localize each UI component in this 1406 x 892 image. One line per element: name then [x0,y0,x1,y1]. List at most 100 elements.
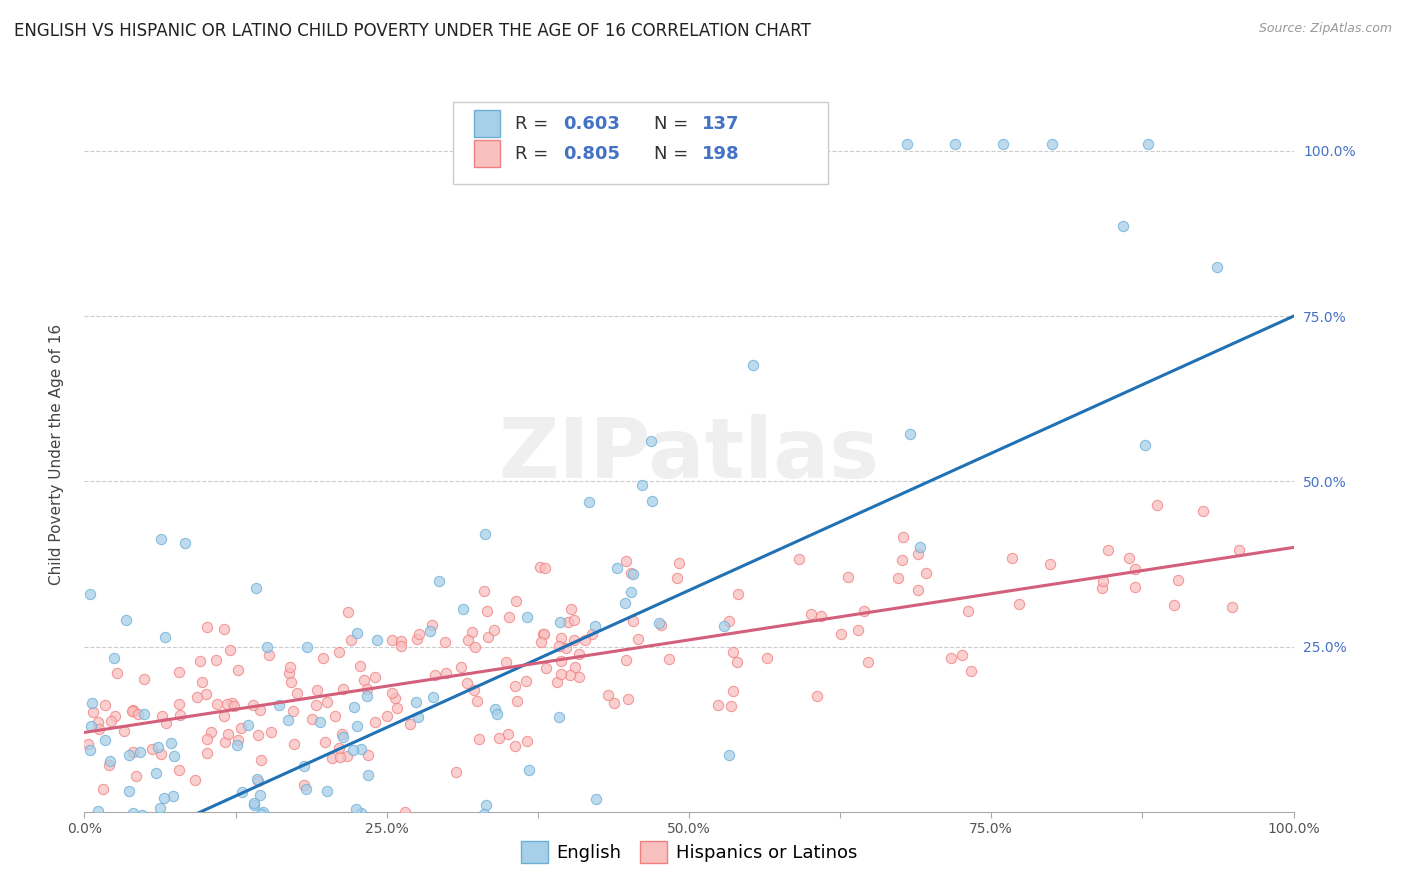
Point [122,745,145,759]
Point [342,743,364,757]
Point [394,805,416,819]
Point [1123,561,1146,575]
Point [457,632,479,647]
Point [94,698,117,713]
Point [891,530,914,544]
Point [1220,599,1243,614]
Point [205,698,228,712]
Point [717,747,740,762]
Point [100,714,122,728]
Point [305,698,328,712]
Point [121,703,143,717]
Point [517,763,540,777]
Point [467,731,489,746]
Point [598,689,620,703]
Point [163,749,186,764]
Point [484,702,506,716]
Point [562,613,585,627]
Point [419,624,441,638]
Point [134,818,156,832]
Point [231,784,253,798]
Point [105,666,128,681]
Point [495,655,517,669]
Point [91,781,114,796]
Point [186,818,208,832]
Point [333,818,356,832]
Point [269,698,291,713]
Point [97,818,120,832]
Point [135,818,157,832]
Point [356,681,378,696]
Point [112,723,135,738]
Point [127,707,149,722]
Point [657,652,679,666]
Point [167,697,190,711]
Point [408,626,430,640]
Point [603,697,626,711]
Point [364,715,387,730]
Point [560,602,582,616]
Point [212,622,235,636]
Point [195,746,218,760]
Point [349,659,371,673]
Point [80,696,103,710]
Point [283,737,305,751]
Point [337,605,360,619]
Point [346,718,368,732]
Point [301,712,323,726]
Point [87,804,110,818]
Point [503,739,526,754]
Point [132,707,155,722]
Point [153,630,176,644]
Point [742,358,765,372]
Point [427,574,450,588]
Point [848,623,870,637]
Point [186,690,208,704]
FancyBboxPatch shape [474,111,501,137]
Point [405,695,427,709]
Point [357,768,380,782]
Point [188,654,211,668]
Point [225,818,247,832]
Point [242,798,264,813]
Point [169,665,191,679]
Point [75,818,97,832]
Point [169,708,191,723]
Point [316,695,339,709]
Point [463,682,485,697]
Point [585,791,607,805]
Point [215,818,238,832]
Point [375,708,398,723]
Point [150,747,173,761]
Text: N =: N = [654,115,695,133]
Point [165,817,187,831]
Point [281,705,304,719]
Point [505,679,527,693]
Point [117,748,139,763]
FancyBboxPatch shape [453,102,828,184]
Text: ENGLISH VS HISPANIC OR LATINO CHILD POVERTY UNDER THE AGE OF 16 CORRELATION CHAR: ENGLISH VS HISPANIC OR LATINO CHILD POVE… [14,22,811,40]
Point [484,623,506,637]
Point [111,818,134,832]
Point [80,719,103,733]
Point [550,654,572,668]
Point [548,709,571,723]
Point [506,694,529,708]
Point [245,582,267,596]
Point [406,709,429,723]
Point [292,759,315,773]
Point [578,494,600,508]
Point [246,772,269,786]
Point [548,615,571,629]
Point [366,633,388,648]
Point [145,818,167,832]
Point [103,814,125,829]
Point [887,571,910,585]
Point [110,818,132,832]
Point [332,730,354,744]
Point [529,559,551,574]
Point [941,650,963,665]
Point [531,627,554,641]
Point [217,727,239,741]
Point [993,137,1015,152]
